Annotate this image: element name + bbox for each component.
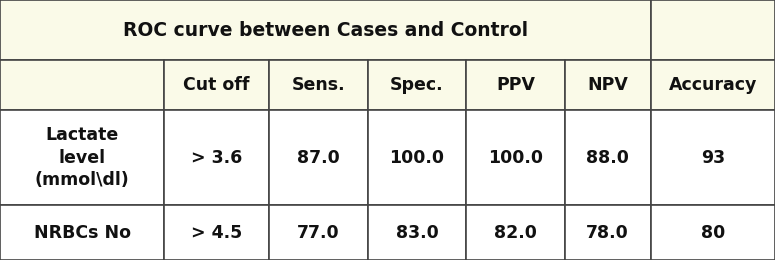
Bar: [650, 205, 775, 260]
Text: 77.0: 77.0: [297, 224, 339, 242]
Bar: [269, 60, 367, 110]
Bar: [164, 110, 269, 205]
Bar: [269, 110, 367, 205]
Bar: [367, 205, 467, 260]
Text: 83.0: 83.0: [395, 224, 439, 242]
Bar: [650, 60, 775, 110]
Bar: [467, 110, 565, 205]
Text: PPV: PPV: [496, 76, 535, 94]
Text: > 3.6: > 3.6: [191, 149, 242, 167]
Text: 93: 93: [701, 149, 725, 167]
Bar: [565, 60, 650, 110]
Text: 78.0: 78.0: [587, 224, 629, 242]
Bar: [467, 60, 565, 110]
Bar: [650, 110, 775, 205]
Text: Lactate
level
(mmol\dl): Lactate level (mmol\dl): [35, 126, 129, 189]
Text: NPV: NPV: [587, 76, 629, 94]
Text: 82.0: 82.0: [494, 224, 537, 242]
Bar: [0, 60, 164, 110]
Bar: [164, 205, 269, 260]
Text: 88.0: 88.0: [587, 149, 629, 167]
Text: Accuracy: Accuracy: [669, 76, 757, 94]
Bar: [269, 205, 367, 260]
Bar: [0, 205, 164, 260]
Bar: [467, 205, 565, 260]
Text: 100.0: 100.0: [488, 149, 543, 167]
Text: 87.0: 87.0: [297, 149, 339, 167]
Bar: [0, 0, 650, 60]
Bar: [367, 110, 467, 205]
Bar: [0, 110, 164, 205]
Text: > 4.5: > 4.5: [191, 224, 242, 242]
Text: NRBCs No: NRBCs No: [33, 224, 130, 242]
Bar: [650, 0, 775, 60]
Text: ROC curve between Cases and Control: ROC curve between Cases and Control: [122, 21, 528, 40]
Text: 80: 80: [701, 224, 725, 242]
Bar: [367, 60, 467, 110]
Bar: [565, 110, 650, 205]
Text: 100.0: 100.0: [390, 149, 445, 167]
Text: Cut off: Cut off: [184, 76, 250, 94]
Text: Spec.: Spec.: [390, 76, 444, 94]
Text: Sens.: Sens.: [291, 76, 345, 94]
Bar: [164, 60, 269, 110]
Bar: [565, 205, 650, 260]
